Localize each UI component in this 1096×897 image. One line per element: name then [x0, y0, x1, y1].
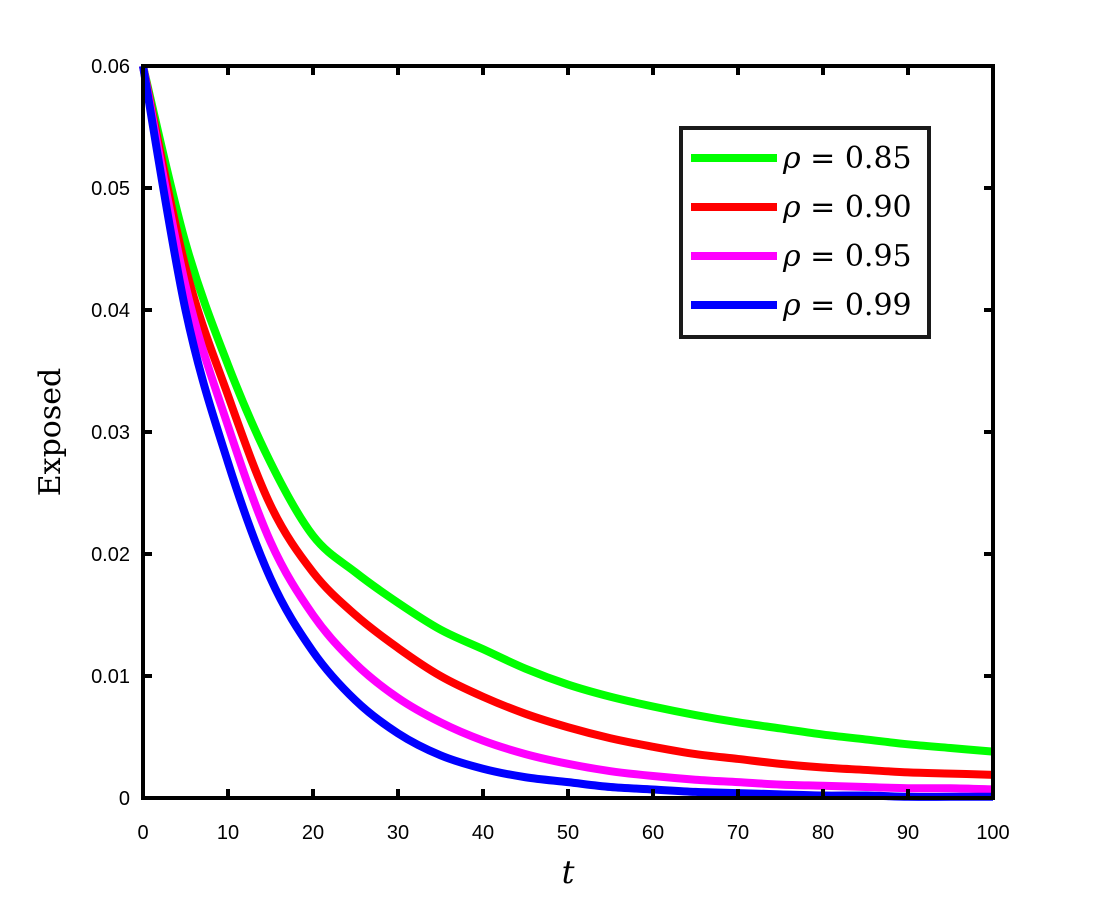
- y-tick-label: 0.05: [91, 178, 130, 200]
- x-tick-label: 30: [387, 822, 409, 844]
- series-line-2: [139, 65, 994, 779]
- y-tick-label: 0.06: [91, 56, 130, 78]
- x-tick-label: 20: [302, 822, 324, 844]
- x-tick-label: 10: [217, 822, 239, 844]
- legend-label-2: ρ = 0.90: [782, 190, 912, 225]
- y-axis-title: Exposed: [33, 368, 68, 496]
- series-line-3: [139, 65, 994, 794]
- y-tick-label: 0.03: [91, 422, 130, 444]
- series-line-4: [139, 65, 993, 801]
- legend-label-1: ρ = 0.85: [782, 141, 912, 176]
- x-tick-label: 40: [472, 822, 494, 844]
- x-tick-label: 100: [976, 822, 1009, 844]
- x-tick-label: 80: [812, 822, 834, 844]
- y-tick-label: 0.04: [91, 300, 130, 322]
- legend-label-4: ρ = 0.99: [782, 288, 912, 323]
- x-tick-label: 50: [557, 822, 579, 844]
- x-tick-labels: 0 10 20 30 40 50 60 70 80 90 100: [137, 822, 1009, 844]
- y-tick-label: 0.02: [91, 544, 130, 566]
- x-axis-title: t: [562, 853, 575, 891]
- legend-label-3: ρ = 0.95: [782, 239, 912, 274]
- y-tick-label: 0.01: [91, 666, 130, 688]
- axis-ticks: [141, 64, 995, 800]
- legend: ρ = 0.85 ρ = 0.90 ρ = 0.95 ρ = 0.99: [679, 126, 931, 339]
- y-tick-labels: 0 0.01 0.02 0.03 0.04 0.05 0.06: [91, 56, 130, 810]
- x-tick-label: 60: [642, 822, 664, 844]
- series-line-1: [139, 65, 994, 756]
- series-lines: [139, 65, 994, 801]
- x-tick-label: 90: [897, 822, 919, 844]
- x-tick-label: 70: [727, 822, 749, 844]
- y-tick-label: 0: [119, 788, 130, 810]
- x-tick-label: 0: [137, 822, 148, 844]
